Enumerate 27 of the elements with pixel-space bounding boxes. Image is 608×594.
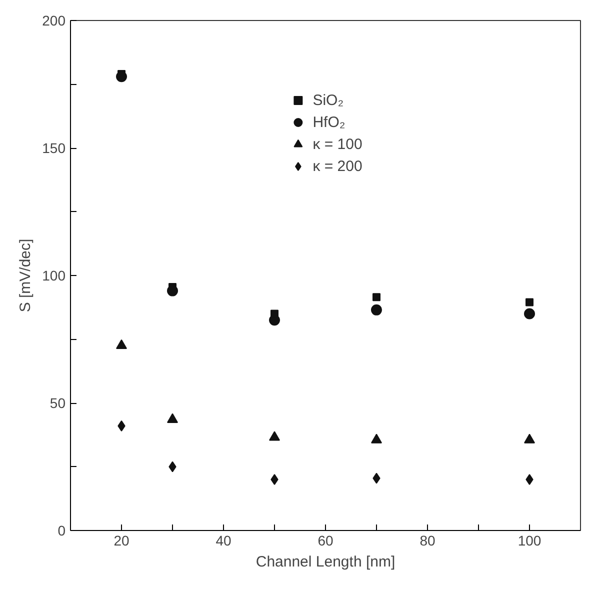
point xyxy=(526,474,534,485)
x-tick-label: 20 xyxy=(114,532,130,548)
y-tick-label: 150 xyxy=(42,140,66,156)
legend-label: κ = 100 xyxy=(312,136,362,152)
y-tick-label: 200 xyxy=(42,12,66,28)
point xyxy=(116,339,127,350)
legend-label: HfO₂ xyxy=(312,114,346,130)
point xyxy=(270,474,278,485)
x-tick-label: 100 xyxy=(518,532,542,548)
legend-label: SiO₂ xyxy=(312,92,344,108)
point xyxy=(524,434,535,444)
y-axis-title: S [mV/dec] xyxy=(17,238,34,312)
point xyxy=(372,293,380,302)
legend-label: κ = 200 xyxy=(312,158,362,174)
x-tick-label: 60 xyxy=(318,532,334,548)
point xyxy=(371,434,382,444)
y-tick-label: 0 xyxy=(58,522,66,538)
point xyxy=(524,308,535,320)
point xyxy=(371,304,382,316)
x-tick-label: 40 xyxy=(216,532,232,548)
point xyxy=(167,413,178,423)
point xyxy=(526,298,534,306)
x-tick-label: 80 xyxy=(420,532,436,548)
y-tick-label: 50 xyxy=(50,395,66,411)
x-axis-title: Channel Length [nm] xyxy=(256,554,396,570)
point xyxy=(269,431,280,441)
y-tick-label: 100 xyxy=(42,268,66,284)
